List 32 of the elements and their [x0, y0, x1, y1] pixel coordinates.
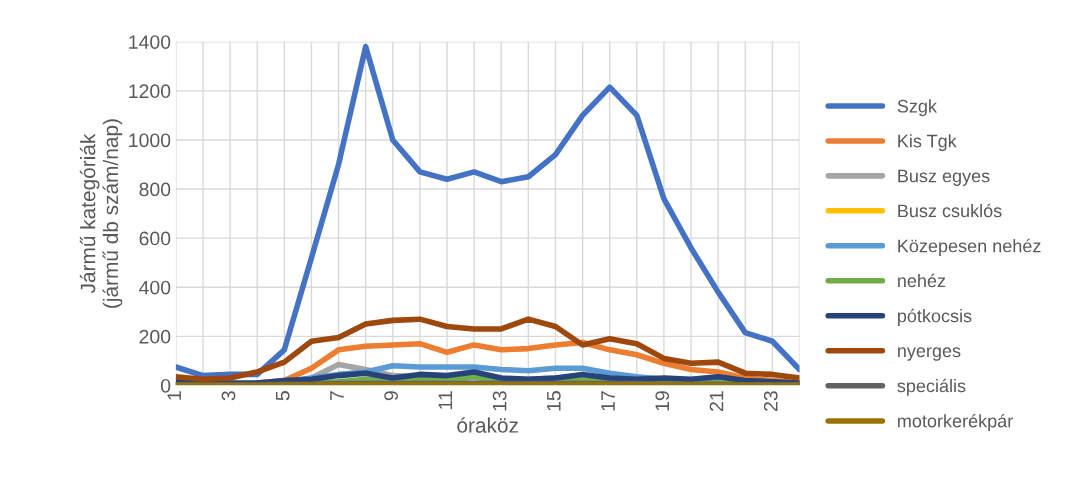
legend-label: speciális — [897, 378, 966, 396]
x-tick-label: 7 — [330, 391, 344, 401]
x-tick-label: 15 — [547, 391, 561, 411]
y-tick-label: 200 — [139, 329, 171, 344]
y-tick-label: 600 — [139, 231, 171, 246]
x-tick-label: 11 — [438, 391, 453, 410]
legend-label: pótkocsis — [898, 308, 972, 326]
legend-label: nehéz — [898, 273, 946, 288]
legend-label: Busz egyes — [898, 169, 990, 186]
legend-label: Közepesen nehéz — [898, 238, 1041, 256]
x-axis-title: óraköz — [457, 417, 518, 433]
x-tick-label: 5 — [275, 391, 290, 401]
legend-label: nyerges — [898, 347, 961, 361]
x-tick-label: 13 — [492, 391, 507, 411]
x-tick-label: 9 — [384, 391, 399, 401]
y-tick-label: 1000 — [129, 133, 171, 148]
x-tick-label: 23 — [763, 391, 778, 411]
y-tick-label: 800 — [139, 182, 171, 197]
y-axis-title: Jármű kategóriák (jármű db szám/nap) — [79, 119, 123, 308]
legend-label: motorkerékpár — [898, 413, 1013, 431]
x-tick-label: 3 — [221, 391, 236, 401]
x-tick-label: 19 — [655, 391, 670, 411]
y-tick-label: 1200 — [129, 84, 171, 99]
legend-label: Busz csuklós — [898, 203, 1002, 218]
legend-label: Kis Tgk — [898, 134, 957, 152]
y-tick-label: 1400 — [129, 35, 171, 49]
x-tick-label: 1 — [167, 391, 181, 400]
y-tick-label: 0 — [160, 378, 171, 393]
y-tick-label: 400 — [139, 280, 171, 295]
x-tick-label: 21 — [709, 391, 724, 411]
x-tick-label: 17 — [601, 391, 615, 411]
legend-label: Szgk — [897, 99, 937, 117]
